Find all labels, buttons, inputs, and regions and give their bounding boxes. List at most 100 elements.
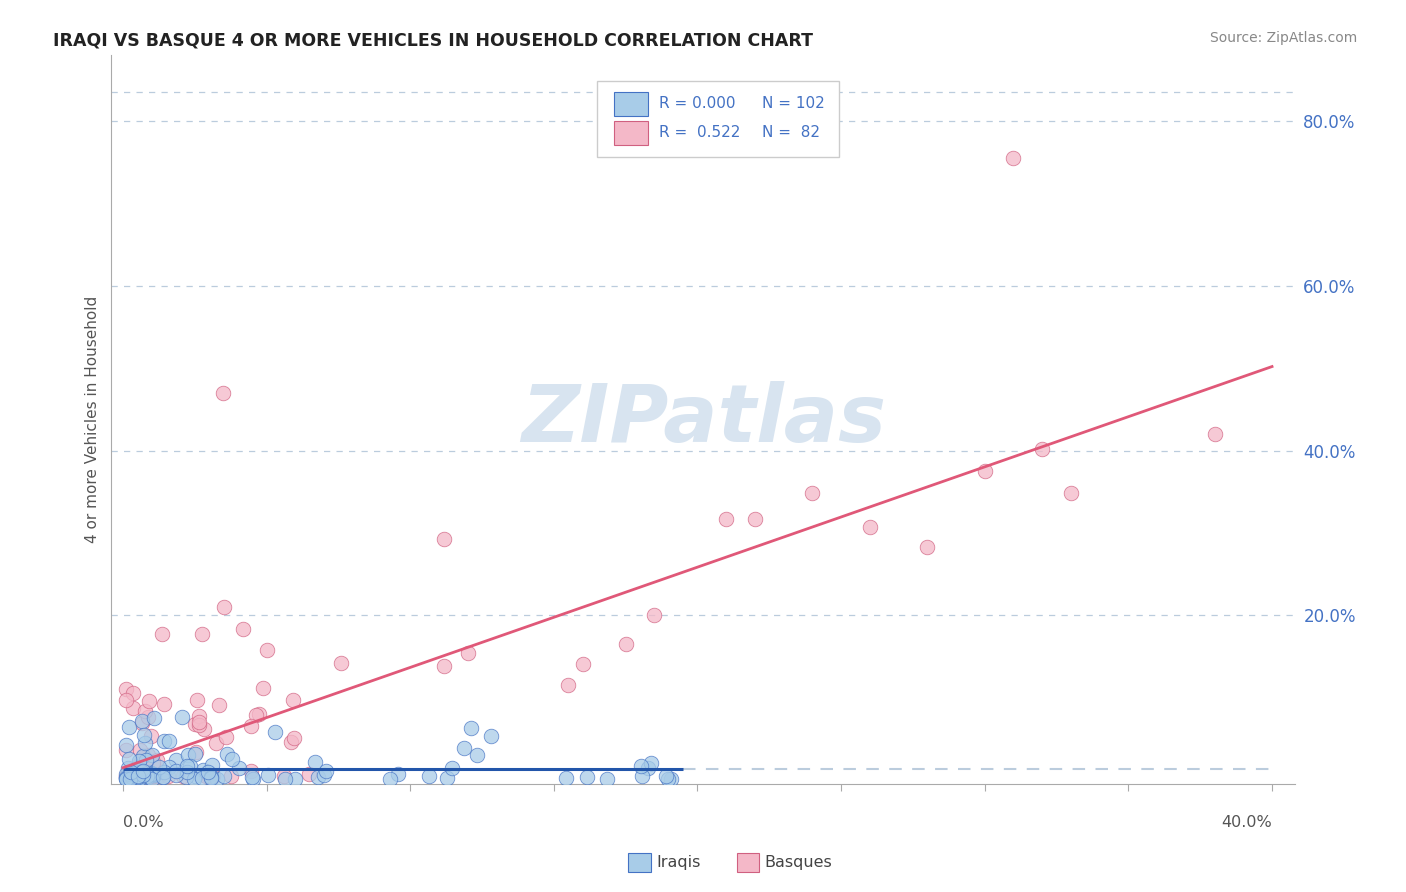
- Point: [219, 769, 242, 783]
- Point: [139, 729, 162, 743]
- Point: [283, 731, 305, 745]
- Point: [117, 769, 139, 783]
- Point: [127, 761, 149, 775]
- Point: [142, 767, 165, 781]
- Point: [187, 718, 209, 732]
- Point: [176, 764, 198, 779]
- Point: [129, 763, 152, 777]
- Point: [179, 758, 201, 772]
- Point: [714, 512, 737, 526]
- Point: [135, 763, 157, 777]
- Point: [252, 681, 274, 695]
- Point: [120, 769, 142, 783]
- Point: [132, 768, 155, 782]
- Point: [433, 532, 456, 546]
- Point: [157, 733, 180, 747]
- Point: [245, 708, 267, 723]
- Point: [917, 541, 939, 555]
- Point: [138, 765, 160, 780]
- Point: [247, 706, 270, 721]
- Point: [115, 770, 138, 784]
- Point: [637, 761, 659, 775]
- Point: [257, 768, 280, 782]
- Point: [142, 769, 165, 783]
- Point: [202, 769, 225, 783]
- Point: [142, 758, 165, 772]
- Point: [188, 715, 211, 730]
- Point: [378, 772, 401, 787]
- Point: [141, 766, 163, 780]
- Point: [315, 764, 337, 778]
- Point: [135, 753, 157, 767]
- Point: [212, 769, 235, 783]
- Point: [240, 719, 263, 733]
- Y-axis label: 4 or more Vehicles in Household: 4 or more Vehicles in Household: [86, 296, 100, 543]
- Point: [172, 769, 194, 783]
- Point: [143, 711, 166, 725]
- Text: R = 0.000: R = 0.000: [659, 95, 735, 111]
- Point: [659, 772, 682, 787]
- Point: [122, 700, 145, 714]
- Point: [239, 764, 262, 779]
- Point: [114, 771, 136, 785]
- Point: [273, 769, 295, 783]
- Point: [145, 753, 167, 767]
- Point: [184, 747, 207, 762]
- Point: [576, 770, 599, 784]
- Point: [240, 770, 263, 784]
- Point: [205, 772, 228, 787]
- Point: [131, 714, 153, 728]
- Point: [138, 694, 160, 708]
- Point: [200, 770, 222, 784]
- Point: [284, 772, 307, 786]
- Point: [157, 760, 180, 774]
- Point: [114, 771, 136, 785]
- Point: [153, 765, 176, 780]
- Point: [141, 747, 163, 762]
- Point: [142, 769, 165, 783]
- Text: Basques: Basques: [765, 855, 832, 870]
- Point: [114, 769, 136, 783]
- Point: [215, 731, 238, 745]
- Point: [177, 747, 200, 762]
- Point: [121, 769, 143, 783]
- Point: [131, 764, 153, 779]
- Point: [115, 743, 138, 757]
- Point: [129, 771, 152, 785]
- Point: [117, 760, 139, 774]
- Point: [208, 698, 231, 713]
- Point: [304, 755, 326, 769]
- Text: 0.0%: 0.0%: [122, 814, 163, 830]
- Point: [204, 736, 226, 750]
- Point: [120, 766, 142, 780]
- Text: IRAQI VS BASQUE 4 OR MORE VEHICLES IN HOUSEHOLD CORRELATION CHART: IRAQI VS BASQUE 4 OR MORE VEHICLES IN HO…: [53, 31, 814, 49]
- Point: [657, 772, 679, 786]
- Point: [143, 768, 166, 782]
- Point: [132, 750, 155, 764]
- Point: [654, 769, 676, 783]
- FancyBboxPatch shape: [596, 80, 839, 157]
- Point: [129, 767, 152, 781]
- Point: [457, 646, 479, 660]
- Point: [281, 693, 304, 707]
- Bar: [614, 92, 648, 116]
- Point: [165, 767, 187, 781]
- Point: [127, 770, 149, 784]
- Point: [242, 772, 264, 787]
- Point: [156, 769, 179, 783]
- Point: [135, 769, 157, 783]
- Point: [212, 385, 235, 400]
- Point: [418, 769, 440, 783]
- Point: [128, 772, 150, 787]
- Point: [184, 717, 207, 731]
- Text: 40.0%: 40.0%: [1222, 814, 1272, 830]
- Point: [114, 681, 136, 696]
- Point: [132, 764, 155, 778]
- Point: [165, 764, 187, 779]
- Point: [221, 752, 243, 766]
- Point: [640, 756, 662, 770]
- Point: [186, 692, 208, 706]
- Point: [174, 770, 197, 784]
- Point: [148, 769, 170, 783]
- Point: [120, 771, 142, 785]
